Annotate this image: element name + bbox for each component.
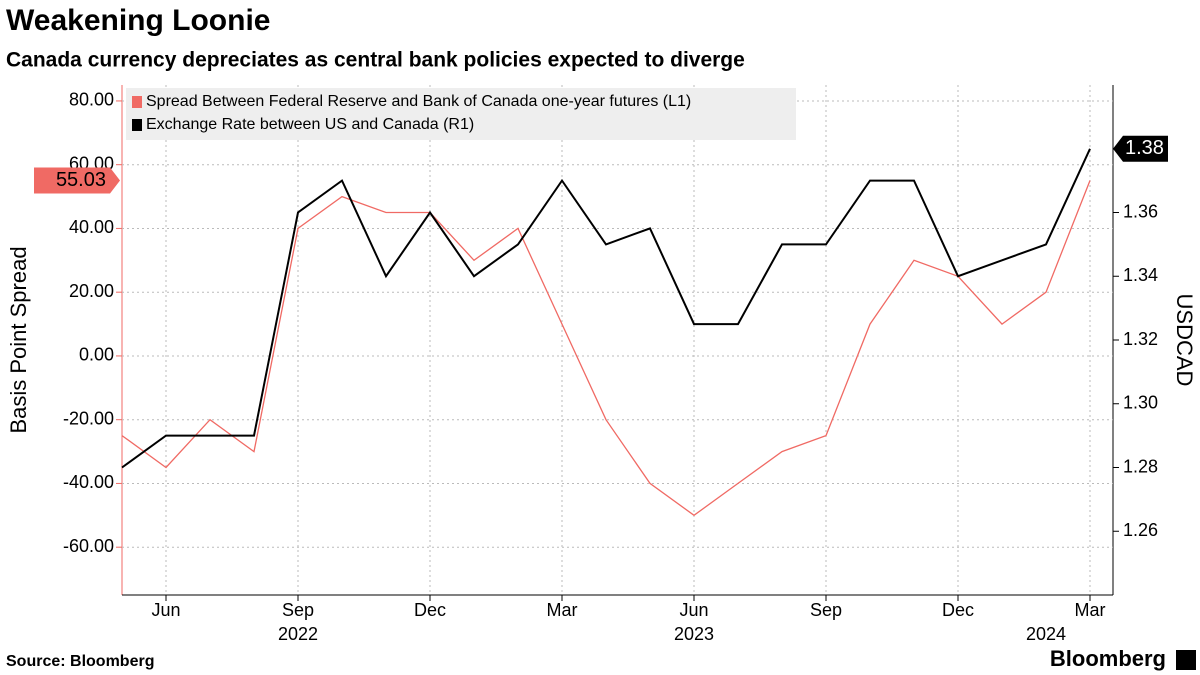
y-tick-label: 0.00 — [79, 345, 114, 365]
y2-tick-label: 1.28 — [1123, 456, 1158, 476]
legend-label: Spread Between Federal Reserve and Bank … — [146, 93, 691, 110]
series-line — [121, 180, 1091, 517]
x-year-label: 2024 — [1026, 624, 1066, 644]
x-tick-label: Dec — [414, 600, 446, 620]
legend-swatch — [132, 119, 142, 131]
series-line — [121, 148, 1091, 469]
last-value-flag — [1113, 135, 1168, 162]
y2-tick-label: 1.30 — [1123, 393, 1158, 413]
y-tick-label: -20.00 — [63, 408, 114, 428]
chart-title: Weakening Loonie — [6, 4, 270, 37]
y2-tick-label: 1.36 — [1123, 201, 1158, 221]
legend-box — [126, 88, 796, 140]
y-tick-label: -40.00 — [63, 472, 114, 492]
legend-label: Exchange Rate between US and Canada (R1) — [146, 116, 474, 133]
x-tick-label: Sep — [810, 600, 842, 620]
x-tick-label: Dec — [942, 600, 974, 620]
y2-axis-title: USDCAD — [1172, 294, 1197, 387]
x-tick-label: Sep — [282, 600, 314, 620]
x-tick-label: Jun — [151, 600, 180, 620]
y2-tick-label: 1.34 — [1123, 265, 1158, 285]
x-year-label: 2022 — [278, 624, 318, 644]
x-tick-label: Mar — [547, 600, 578, 620]
y2-tick-label: 1.26 — [1123, 520, 1158, 540]
last-value-flag — [34, 167, 120, 194]
legend-swatch — [132, 96, 142, 108]
x-tick-label: Mar — [1075, 600, 1106, 620]
y-tick-label: 80.00 — [69, 90, 114, 110]
brand: Bloomberg — [1050, 646, 1166, 671]
brand-icon — [1176, 650, 1196, 670]
source: Source: Bloomberg — [6, 653, 154, 670]
last-value-label: 55.03 — [56, 169, 106, 191]
y-tick-label: 20.00 — [69, 281, 114, 301]
y-axis-title: Basis Point Spread — [6, 246, 31, 433]
y2-tick-label: 1.32 — [1123, 329, 1158, 349]
y-tick-label: -60.00 — [63, 536, 114, 556]
last-value-label: 1.38 — [1125, 137, 1164, 159]
x-year-label: 2023 — [674, 624, 714, 644]
x-tick-label: Jun — [679, 600, 708, 620]
y-tick-label: 40.00 — [69, 217, 114, 237]
chart-subtitle: Canada currency depreciates as central b… — [6, 49, 745, 72]
